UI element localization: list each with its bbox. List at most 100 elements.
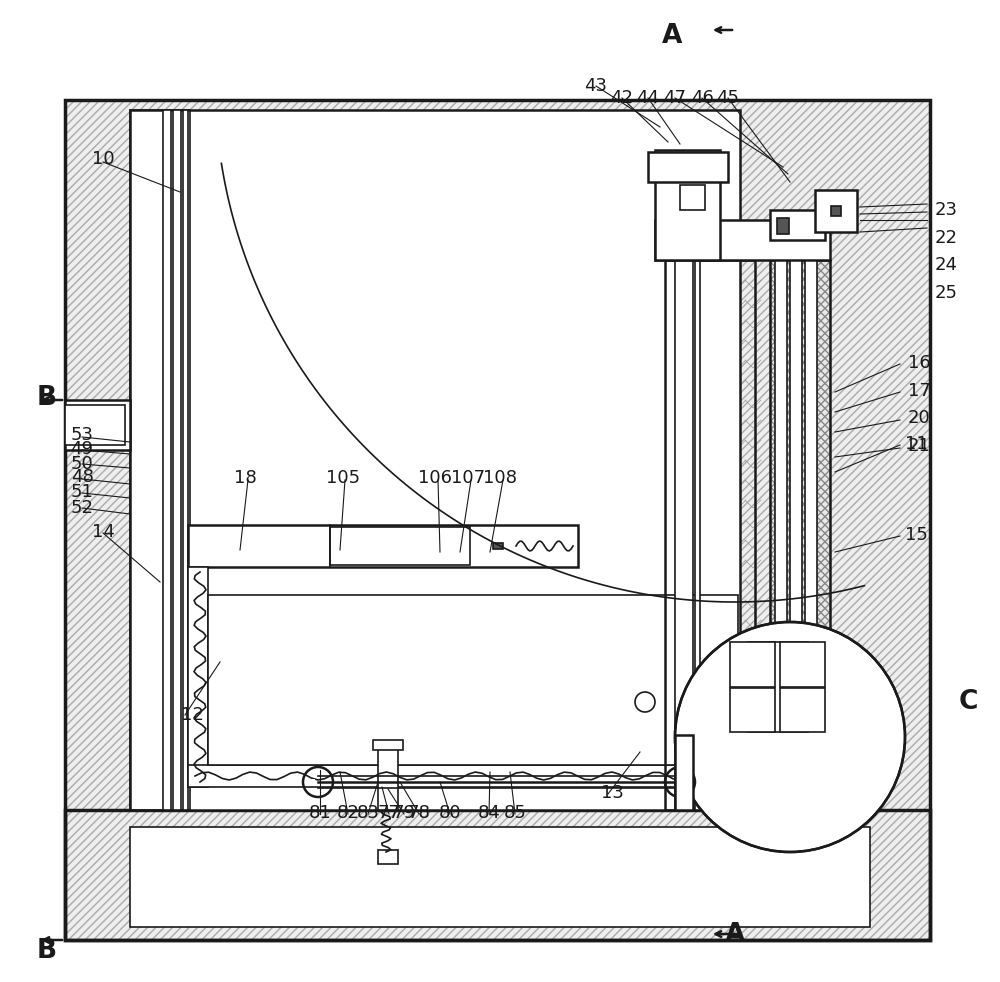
Bar: [330, 527, 470, 565]
Bar: [733, 644, 753, 664]
Text: 45: 45: [716, 89, 740, 107]
Bar: [733, 712, 753, 730]
Bar: [65, 810, 930, 940]
Text: 50: 50: [71, 456, 93, 473]
Text: 42: 42: [610, 89, 634, 107]
Text: 53: 53: [70, 426, 94, 444]
Text: 77: 77: [378, 804, 400, 822]
Text: C: C: [958, 689, 978, 715]
Bar: [130, 827, 870, 927]
Circle shape: [675, 622, 905, 852]
Bar: [665, 260, 755, 810]
Bar: [658, 153, 680, 257]
Text: 51: 51: [71, 483, 93, 501]
Text: 24: 24: [934, 256, 958, 274]
Text: 44: 44: [637, 89, 660, 107]
Text: 85: 85: [504, 804, 526, 822]
Bar: [815, 190, 857, 232]
Bar: [188, 567, 208, 787]
Text: A: A: [725, 922, 745, 948]
Bar: [183, 110, 188, 810]
Bar: [680, 185, 705, 210]
Bar: [130, 110, 740, 810]
Text: 82: 82: [337, 804, 359, 822]
Text: 13: 13: [601, 785, 623, 802]
Text: 15: 15: [905, 526, 927, 544]
Text: 23: 23: [934, 201, 958, 219]
Bar: [373, 740, 403, 750]
Bar: [208, 595, 738, 765]
Bar: [65, 400, 130, 450]
Text: A: A: [662, 24, 682, 49]
Text: B: B: [37, 938, 57, 963]
Bar: [65, 810, 930, 940]
Text: 48: 48: [71, 468, 93, 486]
Bar: [65, 100, 930, 940]
Bar: [730, 688, 775, 732]
Bar: [163, 110, 171, 810]
Text: 81: 81: [309, 804, 331, 822]
Text: B: B: [37, 385, 57, 410]
Bar: [777, 218, 789, 234]
Text: 49: 49: [70, 440, 94, 458]
Bar: [675, 260, 693, 810]
Bar: [783, 644, 803, 664]
Text: 20: 20: [908, 409, 930, 427]
Text: 16: 16: [908, 355, 930, 372]
Bar: [648, 152, 728, 182]
Bar: [173, 110, 181, 810]
Bar: [665, 260, 755, 810]
Bar: [805, 260, 817, 810]
Bar: [775, 260, 787, 810]
Text: 11: 11: [905, 435, 927, 453]
Bar: [780, 688, 825, 732]
Bar: [831, 206, 841, 216]
Text: 84: 84: [478, 804, 500, 822]
Text: 79: 79: [392, 804, 416, 822]
Bar: [378, 850, 398, 864]
Text: 21: 21: [908, 437, 930, 455]
Bar: [190, 527, 330, 565]
Bar: [655, 220, 830, 260]
Text: 10: 10: [92, 150, 114, 168]
Text: 107: 107: [451, 469, 485, 487]
Bar: [783, 712, 803, 730]
Bar: [730, 642, 775, 687]
Bar: [130, 110, 160, 810]
Bar: [65, 405, 125, 445]
Bar: [650, 154, 675, 180]
Text: 14: 14: [92, 523, 114, 541]
Bar: [655, 150, 720, 260]
Bar: [770, 260, 830, 810]
Bar: [695, 260, 700, 810]
Text: 18: 18: [234, 469, 256, 487]
Bar: [188, 765, 740, 787]
Bar: [773, 212, 795, 238]
Text: 46: 46: [691, 89, 713, 107]
Text: 78: 78: [408, 804, 430, 822]
Text: 17: 17: [908, 382, 930, 400]
Bar: [770, 260, 830, 810]
Text: 52: 52: [70, 499, 94, 517]
Text: 106: 106: [418, 469, 452, 487]
Text: 105: 105: [326, 469, 360, 487]
Bar: [770, 210, 825, 240]
Bar: [188, 525, 578, 567]
Bar: [493, 543, 503, 549]
Text: 43: 43: [584, 78, 608, 95]
Text: 83: 83: [357, 804, 379, 822]
Text: 12: 12: [181, 706, 203, 724]
Bar: [675, 735, 693, 810]
Bar: [130, 110, 190, 810]
Bar: [818, 193, 842, 229]
Bar: [310, 779, 315, 785]
Bar: [378, 742, 398, 810]
Bar: [380, 745, 392, 807]
Text: 108: 108: [483, 469, 517, 487]
Text: 80: 80: [439, 804, 461, 822]
Text: 22: 22: [934, 229, 958, 246]
Text: 47: 47: [664, 89, 686, 107]
Bar: [790, 260, 802, 810]
Bar: [783, 664, 803, 684]
Bar: [780, 642, 825, 687]
